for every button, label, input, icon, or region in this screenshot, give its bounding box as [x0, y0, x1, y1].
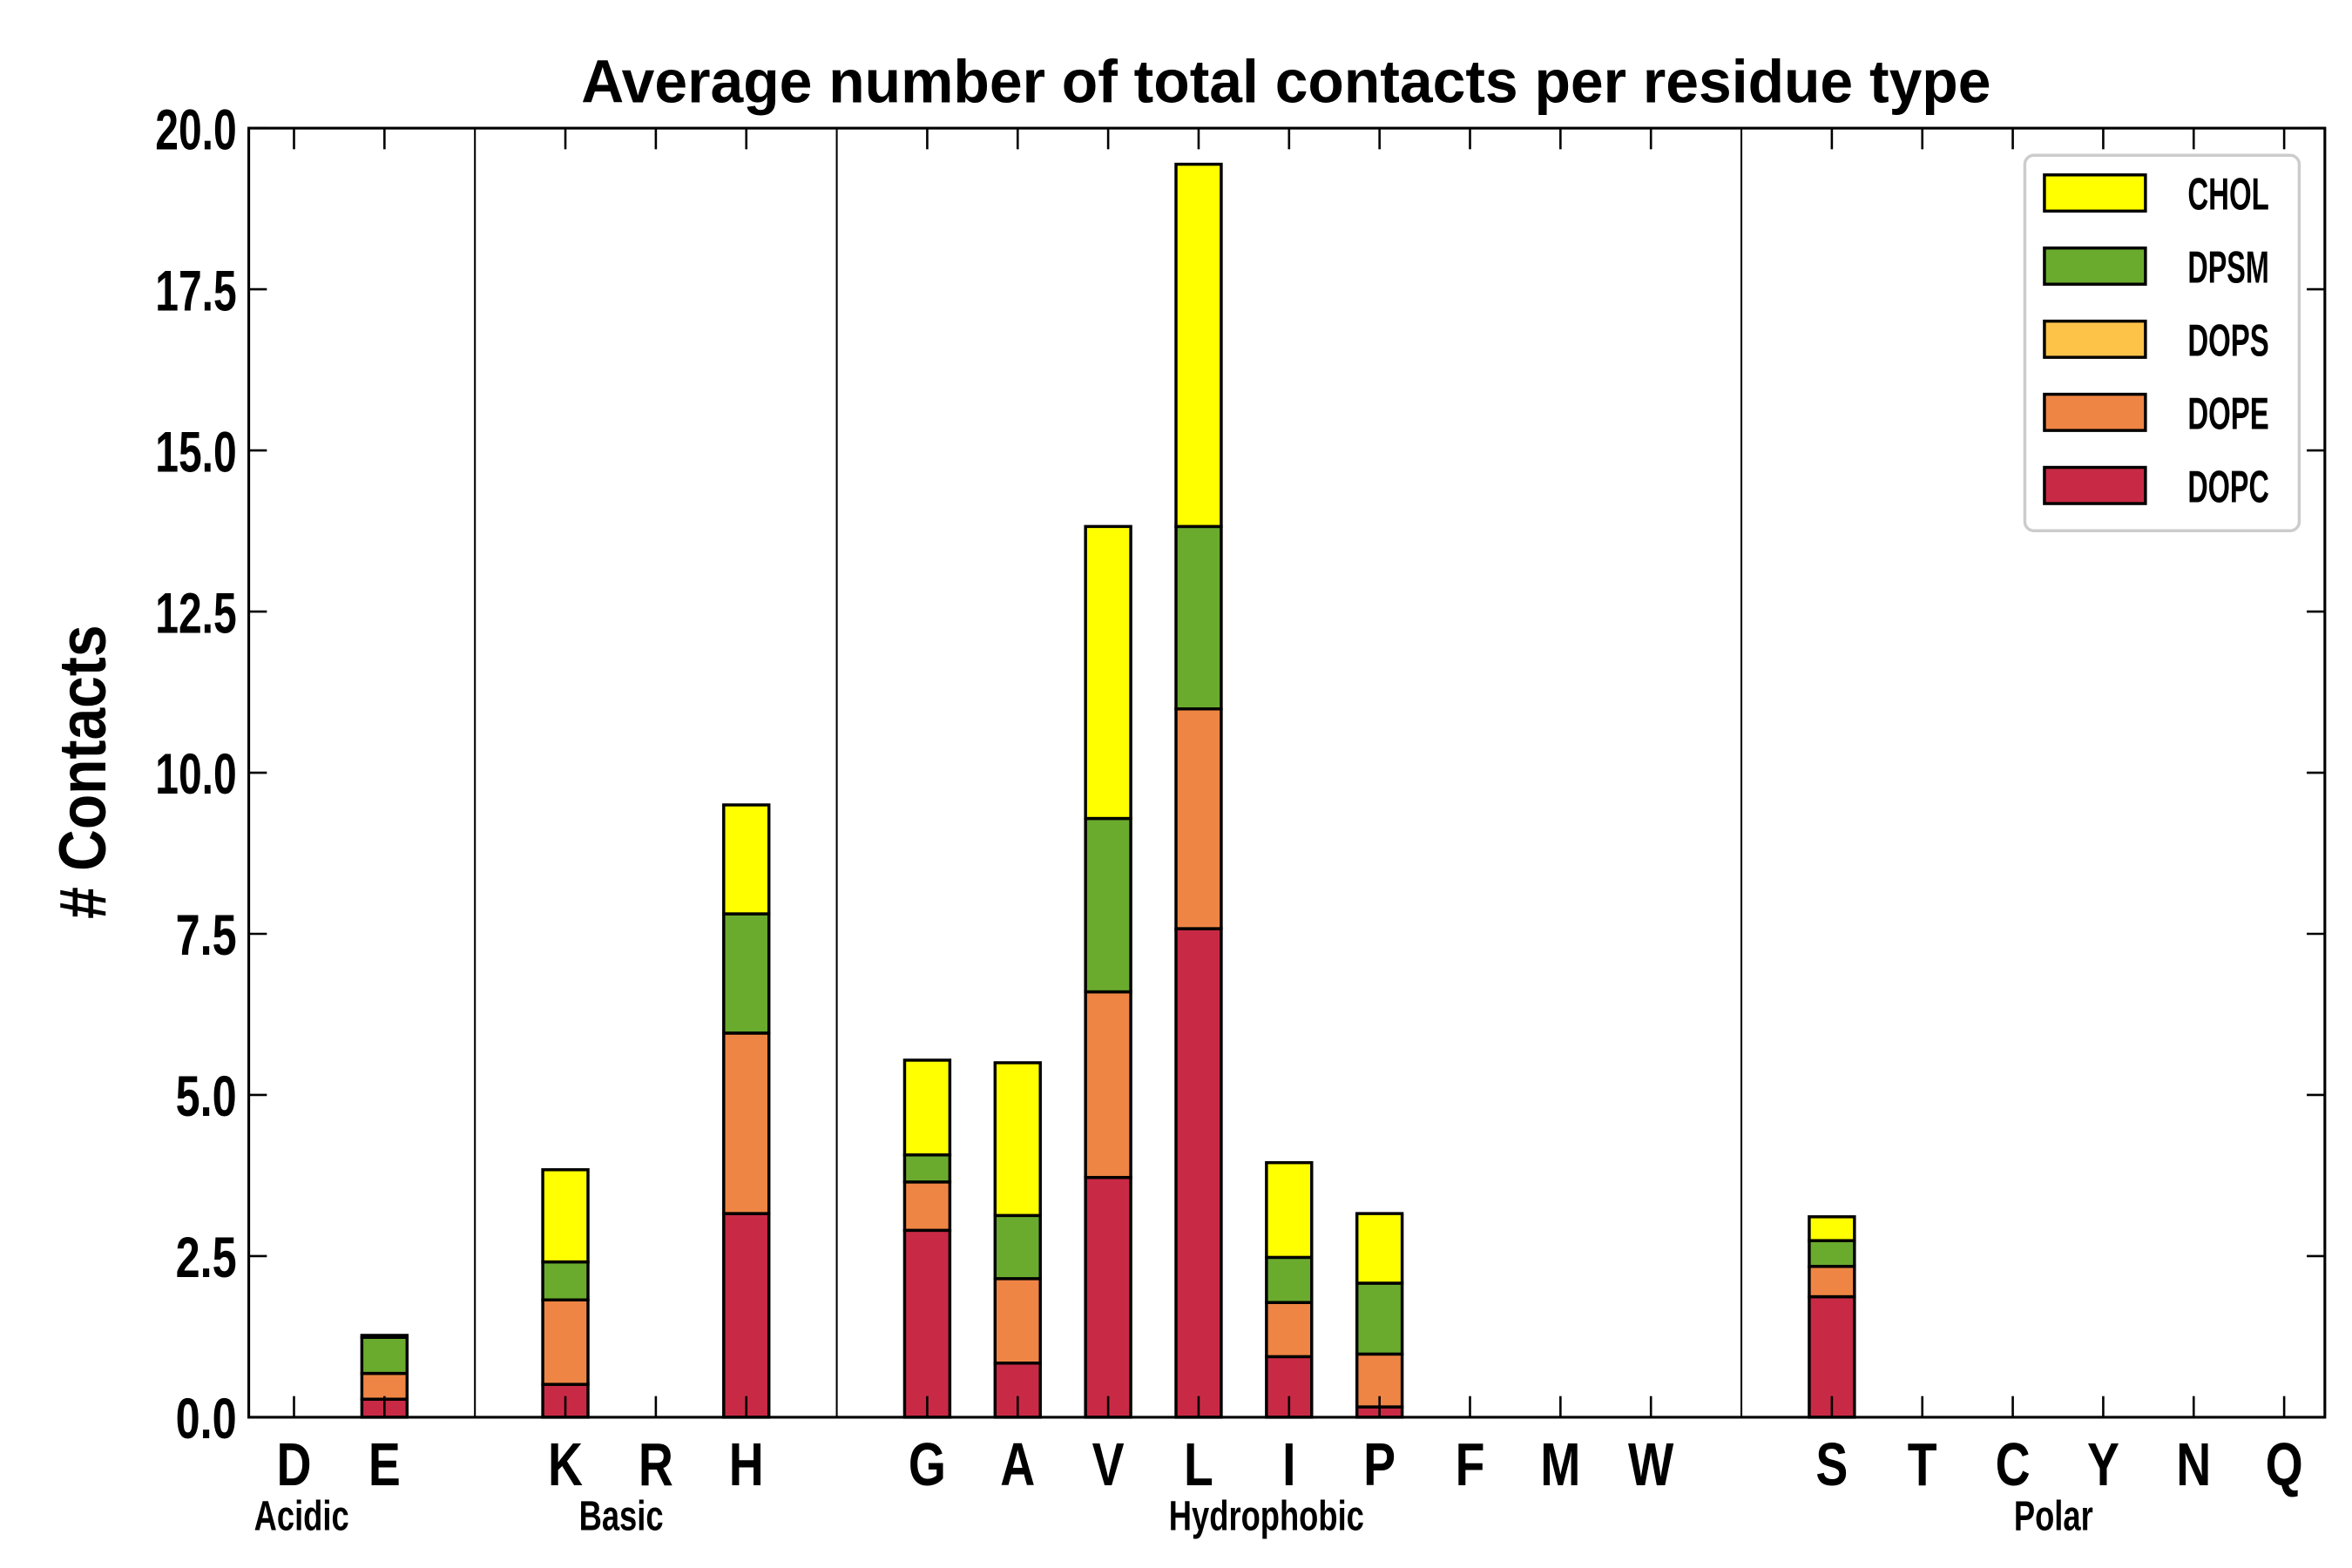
legend-label-dpsm: DPSM [2187, 243, 2268, 294]
bar-dpsm-I [1265, 1255, 1314, 1304]
legend-swatch-dpsm [2043, 246, 2147, 286]
chart-title: Average number of total contacts per res… [581, 48, 1990, 116]
y-tick-label: 10.0 [155, 741, 236, 806]
bar-chol-V [1084, 524, 1132, 821]
x-tick-label: S [1815, 1431, 1848, 1498]
bar-dopc-L [1174, 927, 1223, 1419]
bar-dpsm-P [1355, 1281, 1404, 1356]
x-tick-label: P [1363, 1431, 1396, 1498]
bar-dopc-H [722, 1212, 771, 1419]
x-tick-label: H [729, 1431, 764, 1498]
y-tick-label: 20.0 [155, 97, 236, 161]
x-tick-label: Q [2266, 1431, 2303, 1498]
bar-chol-P [1355, 1212, 1404, 1285]
group-label-basic: Basic [579, 1493, 664, 1540]
bar-chol-H [722, 803, 771, 916]
x-tick-label: L [1184, 1431, 1213, 1498]
bar-dopc-V [1084, 1175, 1132, 1419]
bar-dope-V [1084, 990, 1132, 1179]
y-tick-label: 15.0 [155, 419, 236, 483]
bar-chol-I [1265, 1160, 1314, 1260]
legend-label-dope: DOPE [2187, 389, 2268, 439]
y-tick-label: 7.5 [176, 902, 237, 967]
x-tick-label: I [1282, 1431, 1295, 1498]
bar-dope-E [360, 1371, 409, 1401]
group-label-acidic: Acidic [254, 1493, 349, 1540]
bar-dope-A [993, 1277, 1042, 1365]
y-axis-label: # Contacts [46, 625, 120, 918]
x-tick-label: N [2176, 1431, 2211, 1498]
legend-swatch-dops [2043, 319, 2147, 359]
bar-chol-A [993, 1061, 1042, 1218]
x-tick-label: R [639, 1431, 673, 1498]
legend-label-dopc: DOPC [2187, 462, 2268, 512]
legend-swatch-dope [2043, 392, 2147, 432]
y-tick-label: 5.0 [176, 1064, 237, 1128]
bar-chol-G [902, 1058, 952, 1157]
x-tick-label: E [368, 1431, 401, 1498]
bar-dpsm-V [1084, 816, 1132, 994]
legend: CHOL DPSM DOPS DOPE DOPC [2023, 153, 2301, 532]
x-tick-label: W [1628, 1431, 1674, 1498]
group-label-polar: Polar [2014, 1493, 2093, 1540]
bar-dope-L [1174, 707, 1223, 930]
axes-layer: 0.0 2.5 5.0 7.5 10.0 12.5 15.0 17.5 20.0 D E K R H G A V… [155, 97, 2327, 1540]
x-tick-label: F [1456, 1431, 1485, 1498]
bar-dpsm-H [722, 912, 771, 1035]
bar-dope-G [902, 1180, 952, 1233]
bar-chol-E [360, 1334, 409, 1339]
y-tick-label: 12.5 [155, 580, 236, 645]
x-tick-label: T [1908, 1431, 1937, 1498]
bar-dpsm-A [993, 1213, 1042, 1281]
group-label-hydrophobic: Hydrophobic [1169, 1493, 1364, 1540]
bar-dpsm-S [1808, 1239, 1856, 1268]
y-tick-label: 17.5 [155, 258, 236, 322]
bar-dope-I [1265, 1301, 1314, 1359]
bar-chol-K [541, 1168, 590, 1264]
bar-dpsm-L [1174, 524, 1223, 711]
legend-swatch-chol [2043, 173, 2147, 213]
legend-label-dops: DOPS [2187, 315, 2268, 366]
bar-dpsm-E [360, 1335, 409, 1375]
bar-dope-K [541, 1298, 590, 1386]
bar-dpsm-K [541, 1260, 590, 1301]
bar-dopc-S [1808, 1294, 1856, 1419]
legend-label-chol: CHOL [2187, 170, 2268, 220]
bar-chol-L [1174, 162, 1223, 529]
bar-dpsm-G [902, 1153, 952, 1184]
x-tick-label: A [1000, 1431, 1035, 1498]
x-tick-label: Y [2087, 1431, 2119, 1498]
x-tick-label: M [1540, 1431, 1580, 1498]
bars-layer [271, 162, 2308, 1419]
bar-dope-S [1808, 1265, 1856, 1299]
y-tick-label: 0.0 [176, 1386, 237, 1450]
legend-swatch-dopc [2043, 465, 2147, 505]
x-tick-label: C [1996, 1431, 2031, 1498]
x-tick-label: D [276, 1431, 311, 1498]
y-tick-label: 2.5 [176, 1225, 237, 1289]
x-tick-label: G [909, 1431, 946, 1498]
x-tick-label: V [1092, 1431, 1125, 1498]
bar-dopc-G [902, 1228, 952, 1419]
bar-chol-S [1808, 1215, 1856, 1242]
bar-dope-H [722, 1031, 771, 1215]
x-tick-label: K [548, 1431, 583, 1498]
